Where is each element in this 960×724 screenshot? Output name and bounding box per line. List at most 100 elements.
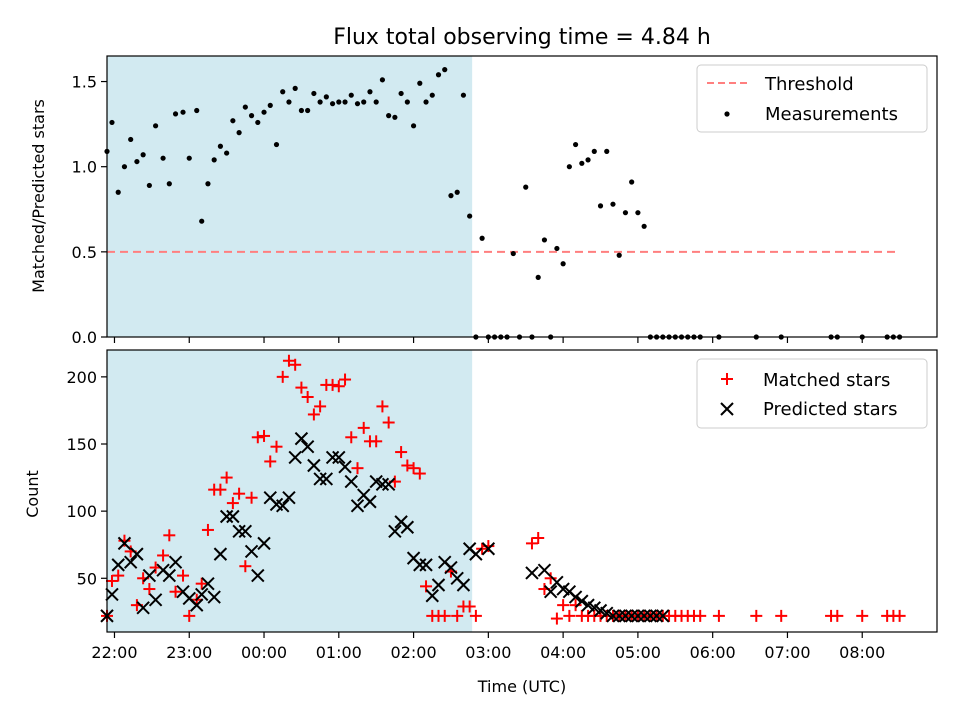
matched-star-point (831, 609, 844, 622)
x-tick-label: 03:00 (465, 643, 511, 662)
matched-star-point (569, 599, 582, 612)
predicted-star-point (637, 609, 651, 623)
measurement-point (273, 141, 280, 148)
predicted-star-point (226, 509, 240, 524)
measurement-point (448, 193, 454, 199)
measurement-point (392, 114, 398, 120)
count-legend-box (696, 358, 928, 429)
measurement-point (442, 67, 448, 73)
predicted-star-point (612, 609, 626, 623)
measurement-point (153, 123, 159, 129)
measurement-point (361, 99, 367, 105)
measurement-point (616, 252, 622, 258)
x-tick-label: 08:00 (839, 643, 885, 662)
matched-star-point (276, 370, 289, 383)
matched-star-point (251, 431, 264, 444)
x-tick-label: 04:00 (540, 643, 586, 662)
predicted-star-point (257, 536, 271, 551)
measurement-point (180, 109, 186, 115)
legend-predicted-label: Predicted stars (763, 399, 897, 420)
matched-star-point (370, 435, 383, 448)
matched-star-point (289, 358, 302, 371)
matched-star-point (469, 609, 482, 622)
x-tick-label: 22:00 (91, 643, 137, 662)
predicted-star-point (363, 495, 377, 509)
predicted-star-point (251, 568, 265, 583)
predicted-star-point (130, 547, 144, 561)
predicted-star-point (425, 589, 439, 603)
measurement-point (128, 136, 134, 143)
count-plot-frame (106, 349, 938, 633)
measurement-point (336, 99, 342, 105)
ratio-y-tick-label: 0.0 (72, 328, 97, 347)
matched-star-point (451, 609, 464, 622)
predicted-star-point (568, 590, 583, 604)
count-marks (100, 354, 906, 625)
measurement-point (205, 181, 211, 187)
measurement-point (280, 89, 286, 95)
measurement-point (305, 107, 311, 114)
legend-predicted-swatch (720, 402, 734, 416)
matched-star-point (258, 429, 271, 442)
measurement-point (460, 92, 467, 98)
measurement-point (134, 158, 140, 165)
measurement-point (186, 155, 192, 161)
measurement-point (367, 89, 373, 95)
measurement-point (572, 141, 579, 148)
x-axis-label: Time (UTC) (477, 677, 566, 696)
predicted-star-point (136, 601, 150, 615)
matched-star-point (694, 609, 707, 622)
matched-star-point (326, 378, 339, 391)
predicted-star-point (168, 555, 183, 569)
measurement-point (311, 90, 317, 97)
measurement-point (160, 155, 166, 161)
measurement-point (236, 130, 242, 136)
measurement-point (323, 94, 329, 100)
measurement-point (373, 99, 379, 105)
measurement-point (317, 99, 323, 105)
x-tick-label: 02:00 (391, 643, 437, 662)
predicted-star-point (388, 524, 402, 538)
matched-star-point (401, 459, 414, 472)
measurement-point (417, 80, 423, 86)
matched-star-point (112, 569, 125, 582)
measurement-point (454, 189, 460, 195)
predicted-star-point (643, 609, 658, 623)
measurement-point (230, 118, 236, 124)
matched-star-point (183, 609, 196, 622)
predicted-star-point (481, 542, 496, 556)
matched-star-point (201, 523, 214, 536)
measurement-point (604, 148, 610, 154)
legend-threshold-label: Threshold (764, 74, 854, 95)
matched-star-point (163, 529, 176, 542)
measurement-point (597, 203, 604, 209)
measurement-point (479, 235, 485, 241)
predicted-star-point (300, 439, 315, 454)
measurement-point (386, 113, 392, 119)
matched-star-point (438, 609, 451, 622)
measurement-point (140, 152, 146, 158)
matched-star-point (712, 609, 725, 622)
measurement-point (398, 90, 404, 97)
measurement-point (329, 101, 336, 107)
measurement-point (610, 201, 616, 207)
predicted-star-point (232, 524, 246, 538)
matched-star-point (544, 572, 557, 585)
measurement-point (292, 85, 298, 91)
matched-star-point (532, 532, 545, 544)
predicted-star-point (325, 450, 340, 465)
predicted-star-point (207, 590, 221, 604)
measurement-point (242, 104, 248, 110)
matched-star-point (270, 440, 283, 453)
matched-star-point (195, 577, 208, 590)
legend-matched-swatch (721, 373, 733, 385)
predicted-star-point (117, 536, 132, 551)
predicted-star-point (319, 472, 334, 486)
matched-star-point (177, 569, 190, 582)
measurement-point (224, 150, 230, 156)
count-panel: 50 100 150 200 22:00 23:00 00:00 01:00 02:00 03:… (23, 349, 938, 696)
predicted-star-point (288, 450, 302, 465)
count-y-tick-label: 100 (66, 502, 97, 521)
measurement-point (591, 148, 597, 154)
matched-star-point (282, 354, 295, 367)
